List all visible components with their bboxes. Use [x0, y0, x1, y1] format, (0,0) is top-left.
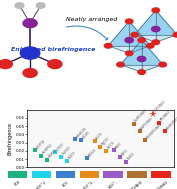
- Circle shape: [137, 56, 146, 62]
- Text: PO4: PO4: [14, 180, 21, 187]
- Text: NH4PO3NH3: NH4PO3NH3: [165, 115, 177, 130]
- Text: BiB3O6: BiB3O6: [87, 148, 97, 158]
- Circle shape: [138, 38, 145, 43]
- Circle shape: [48, 60, 62, 69]
- Text: K2SO3: K2SO3: [68, 151, 77, 160]
- Polygon shape: [121, 40, 142, 72]
- Text: KNO3: KNO3: [115, 141, 123, 149]
- Text: NaNO3: NaNO3: [126, 151, 136, 161]
- Text: KH2PO4: KH2PO4: [47, 149, 58, 159]
- Text: KH2PO3NH3: KH2PO3NH3: [140, 116, 155, 130]
- Text: NaHPO3NH3: NaHPO3NH3: [134, 108, 149, 123]
- Text: LiH2PO4: LiH2PO4: [36, 138, 46, 149]
- Bar: [79, 171, 99, 178]
- Y-axis label: Birefringence: Birefringence: [8, 122, 13, 155]
- Circle shape: [125, 37, 133, 43]
- Polygon shape: [135, 10, 177, 35]
- Circle shape: [15, 3, 24, 8]
- Circle shape: [125, 19, 133, 24]
- Text: CaCO3: CaCO3: [95, 131, 104, 140]
- Circle shape: [152, 40, 159, 45]
- Polygon shape: [108, 21, 150, 46]
- Polygon shape: [121, 40, 163, 65]
- Text: Enhanced birefringence: Enhanced birefringence: [11, 47, 95, 52]
- Text: NH4H2PO3NH3: NH4H2PO3NH3: [146, 122, 163, 139]
- Bar: [127, 171, 147, 178]
- Circle shape: [104, 43, 112, 48]
- Text: NaPO3NH3: NaPO3NH3: [153, 180, 169, 189]
- Text: LiNO3: LiNO3: [120, 148, 129, 157]
- Bar: [32, 171, 51, 178]
- Polygon shape: [108, 21, 129, 53]
- Circle shape: [125, 51, 133, 56]
- Circle shape: [152, 26, 160, 32]
- Text: MgCO3: MgCO3: [101, 136, 111, 146]
- Text: b-BaB2O4: b-BaB2O4: [75, 126, 88, 139]
- Circle shape: [159, 62, 166, 67]
- Bar: [151, 171, 171, 178]
- Circle shape: [20, 47, 40, 59]
- Circle shape: [131, 32, 138, 37]
- Text: BO3: BO3: [62, 180, 69, 187]
- Text: PO3NH3: PO3NH3: [131, 180, 144, 189]
- Bar: [56, 171, 75, 178]
- Text: Na2SO3: Na2SO3: [62, 145, 72, 156]
- Text: Li2SO3: Li2SO3: [56, 142, 65, 152]
- Text: SO3^2-: SO3^2-: [35, 180, 48, 189]
- Polygon shape: [135, 10, 156, 42]
- Circle shape: [0, 60, 12, 69]
- Circle shape: [147, 43, 154, 48]
- Polygon shape: [129, 21, 150, 53]
- Text: Neatly arranged: Neatly arranged: [66, 17, 118, 22]
- Text: LiB3O5: LiB3O5: [81, 130, 91, 139]
- Circle shape: [117, 62, 124, 67]
- Text: NaH2PO4: NaH2PO4: [41, 143, 53, 155]
- Bar: [103, 171, 123, 178]
- Polygon shape: [142, 40, 163, 72]
- Circle shape: [36, 3, 45, 8]
- Polygon shape: [156, 10, 177, 42]
- Circle shape: [138, 70, 145, 74]
- Circle shape: [152, 8, 159, 13]
- Bar: [8, 171, 27, 178]
- Text: BaCO3: BaCO3: [107, 141, 116, 150]
- Text: CO3^2-: CO3^2-: [83, 180, 96, 189]
- Text: NaPO3NH3: NaPO3NH3: [153, 100, 167, 113]
- Circle shape: [23, 19, 37, 28]
- Text: KPO3NH3: KPO3NH3: [159, 110, 172, 122]
- Text: NO3^-: NO3^-: [108, 180, 119, 189]
- Circle shape: [23, 69, 37, 77]
- Circle shape: [173, 32, 177, 37]
